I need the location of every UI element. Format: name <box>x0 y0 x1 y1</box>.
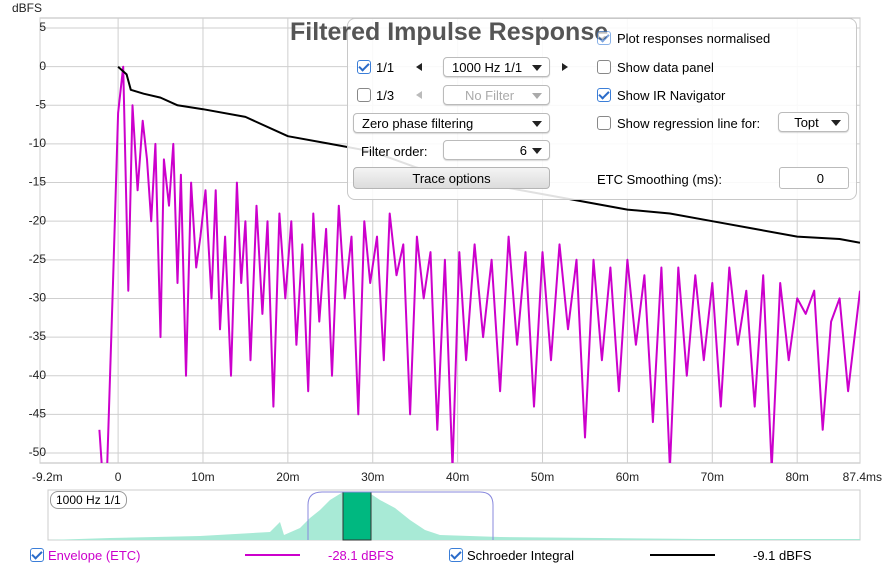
y-tick-label: -30 <box>29 291 47 305</box>
third-label: 1/3 <box>376 88 395 103</box>
x-tick-label: 40m <box>446 470 469 484</box>
prev-button[interactable] <box>416 63 422 71</box>
x-tick-label: 20m <box>276 470 299 484</box>
legend-swatch <box>245 554 300 556</box>
data-panel-label: Show data panel <box>617 60 714 75</box>
filter-order-select[interactable]: 6 <box>443 140 550 160</box>
x-tick-label: 50m <box>531 470 554 484</box>
phase-select[interactable]: Zero phase filtering <box>353 113 550 133</box>
regression-select[interactable]: Topt <box>778 112 849 132</box>
navigator-window <box>343 492 371 540</box>
x-tick-label: 30m <box>361 470 384 484</box>
y-tick-label: -45 <box>29 407 47 421</box>
y-tick-label: -35 <box>29 329 47 343</box>
navigator-label: 1000 Hz 1/1 <box>50 491 127 509</box>
y-tick-label: -25 <box>29 252 47 266</box>
chart-title: Filtered Impulse Response <box>290 18 609 46</box>
y-axis-label: dBFS <box>12 1 42 15</box>
navigator <box>47 489 861 541</box>
legend-label: Envelope (ETC) <box>48 548 141 563</box>
regression-checkbox[interactable] <box>597 116 611 130</box>
x-tick-label: -9.2m <box>32 470 63 484</box>
navigator-envelope <box>307 491 494 540</box>
x-tick-label: 80m <box>786 470 809 484</box>
x-tick-label: 10m <box>191 470 214 484</box>
y-tick-label: -10 <box>29 136 47 150</box>
data-panel-checkbox[interactable] <box>597 60 611 74</box>
next-button[interactable] <box>562 63 568 71</box>
third-select[interactable]: No Filter <box>443 85 550 105</box>
ir-navigator-label: Show IR Navigator <box>617 88 726 103</box>
ir-navigator-checkbox[interactable] <box>597 88 611 102</box>
y-tick-label: 5 <box>39 20 46 34</box>
legend-readout: -28.1 dBFS <box>328 548 394 563</box>
etc-smoothing-spinner[interactable]: 0 <box>779 167 849 189</box>
etc-smoothing-label: ETC Smoothing (ms): <box>597 172 722 187</box>
y-tick-label: -50 <box>29 445 47 459</box>
third-checkbox[interactable] <box>357 88 371 102</box>
y-tick-label: -20 <box>29 213 47 227</box>
y-tick-label: -5 <box>35 97 46 111</box>
filter-select[interactable]: 1000 Hz 1/1 <box>443 57 550 77</box>
y-tick-label: -15 <box>29 175 47 189</box>
legend-checkbox[interactable] <box>30 548 44 562</box>
x-tick-label: 60m <box>616 470 639 484</box>
normalised-checkbox[interactable] <box>597 31 611 45</box>
x-tick-label: 70m <box>701 470 724 484</box>
normalised-label: Plot responses normalised <box>617 31 771 46</box>
regression-label: Show regression line for: <box>617 116 761 131</box>
trace-options-button[interactable]: Trace options <box>353 167 550 189</box>
octave-checkbox[interactable] <box>357 60 371 74</box>
y-tick-label: -40 <box>29 368 47 382</box>
legend-label: Schroeder Integral <box>467 548 574 563</box>
legend-readout: -9.1 dBFS <box>753 548 812 563</box>
legend-swatch <box>650 554 715 556</box>
x-tick-label: 0 <box>115 470 122 484</box>
legend-checkbox[interactable] <box>449 548 463 562</box>
y-tick-label: 0 <box>39 59 46 73</box>
prev-button[interactable] <box>416 91 422 99</box>
series-line <box>98 65 860 463</box>
filter-order-label: Filter order: <box>361 144 428 159</box>
octave-label: 1/1 <box>376 60 395 75</box>
x-tick-label: 87.4ms <box>843 470 882 484</box>
